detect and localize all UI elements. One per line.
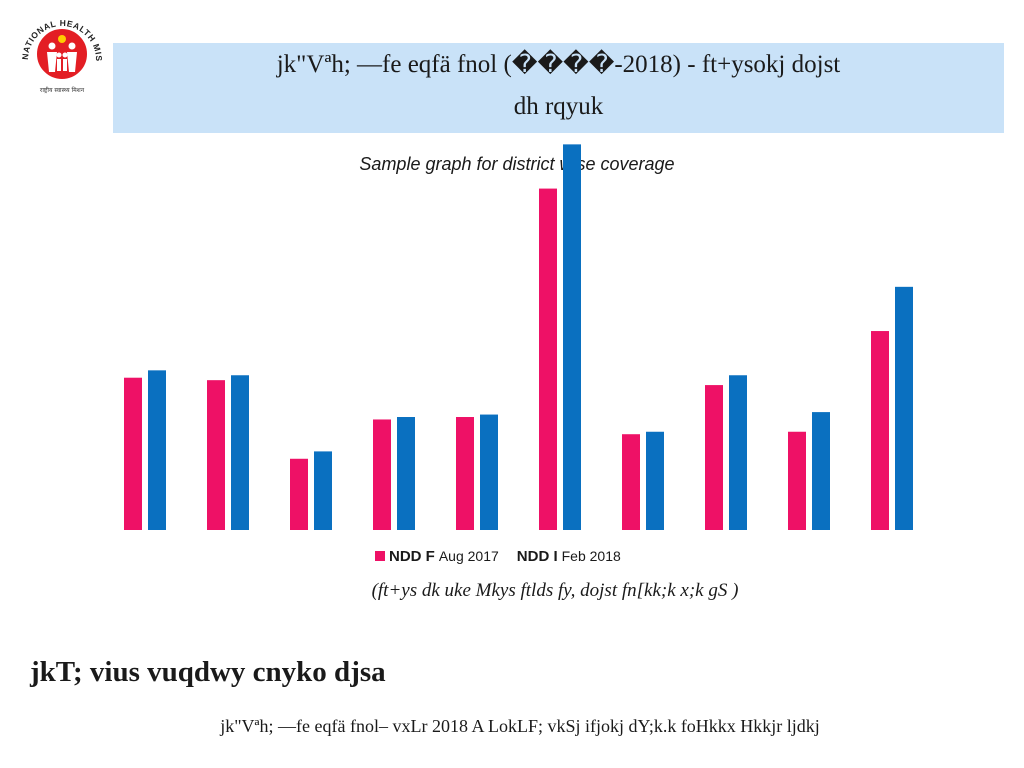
legend-label-date: Feb 2018 xyxy=(561,548,621,564)
header-band: jk"Vªh; —fe eqfä fnol (����-2018) - ft+y… xyxy=(113,43,1004,133)
legend-item-feb-2018: NDD I Feb 2018 xyxy=(517,548,621,565)
bar-series1-group7 xyxy=(622,434,640,530)
bar-series1-group2 xyxy=(207,380,225,530)
national-health-mission-logo: NATIONAL HEALTH MISSION राष्ट्रीय स्वास्… xyxy=(10,0,110,104)
legend-swatch-pink xyxy=(375,551,385,561)
chart-legend: NDD F Aug 2017 NDD I Feb 2018 xyxy=(375,545,621,567)
bar-series2-group8 xyxy=(729,375,747,530)
legend-label-date: Aug 2017 xyxy=(438,548,499,564)
bar-series2-group5 xyxy=(480,414,498,530)
bar-series2-group7 xyxy=(646,431,664,530)
legend-label-strong: NDD I xyxy=(516,547,558,565)
chart-note: (ft+ys dk uke Mkys ftlds fy, dojst fn[kk… xyxy=(371,580,739,601)
legend-item-aug-2017: NDD F Aug 2017 xyxy=(375,548,499,565)
footer-text: jk"Vªh; —fe eqfä fnol– vxLr 2018 A LokLF… xyxy=(220,716,820,736)
bar-series2-group4 xyxy=(397,417,415,530)
page-title-line1: jk"Vªh; —fe eqfä fnol (����-2018) - ft+y… xyxy=(276,51,841,78)
bar-series2-group2 xyxy=(231,375,249,530)
bar-series1-group9 xyxy=(788,431,806,530)
bar-series1-group1 xyxy=(124,377,142,530)
chart-title: Sample graph for district wise coverage xyxy=(359,154,675,174)
logo-bottom-text: राष्ट्रीय स्वास्थ्य मिशन xyxy=(40,86,85,94)
bar-series1-group4 xyxy=(373,419,391,530)
bar-series2-group3 xyxy=(314,451,332,530)
legend-label-strong: NDD F xyxy=(389,547,435,565)
bar-series1-group8 xyxy=(705,385,723,530)
bar-series1-group5 xyxy=(456,417,474,530)
family-icon: NATIONAL HEALTH MISSION राष्ट्रीय स्वास्… xyxy=(10,0,103,94)
bar-series2-group10 xyxy=(895,286,913,530)
bar-series1-group3 xyxy=(290,458,308,530)
bar-series1-group6 xyxy=(539,188,557,531)
state-heading: jkT; vius vuqdwy cnyko djsa xyxy=(30,656,386,688)
bar-series1-group10 xyxy=(871,331,889,530)
page-title-line2: dh rqyuk xyxy=(513,93,604,120)
bar-series2-group6 xyxy=(563,144,581,530)
bar-series2-group1 xyxy=(148,370,166,530)
bar-series2-group9 xyxy=(812,412,830,530)
